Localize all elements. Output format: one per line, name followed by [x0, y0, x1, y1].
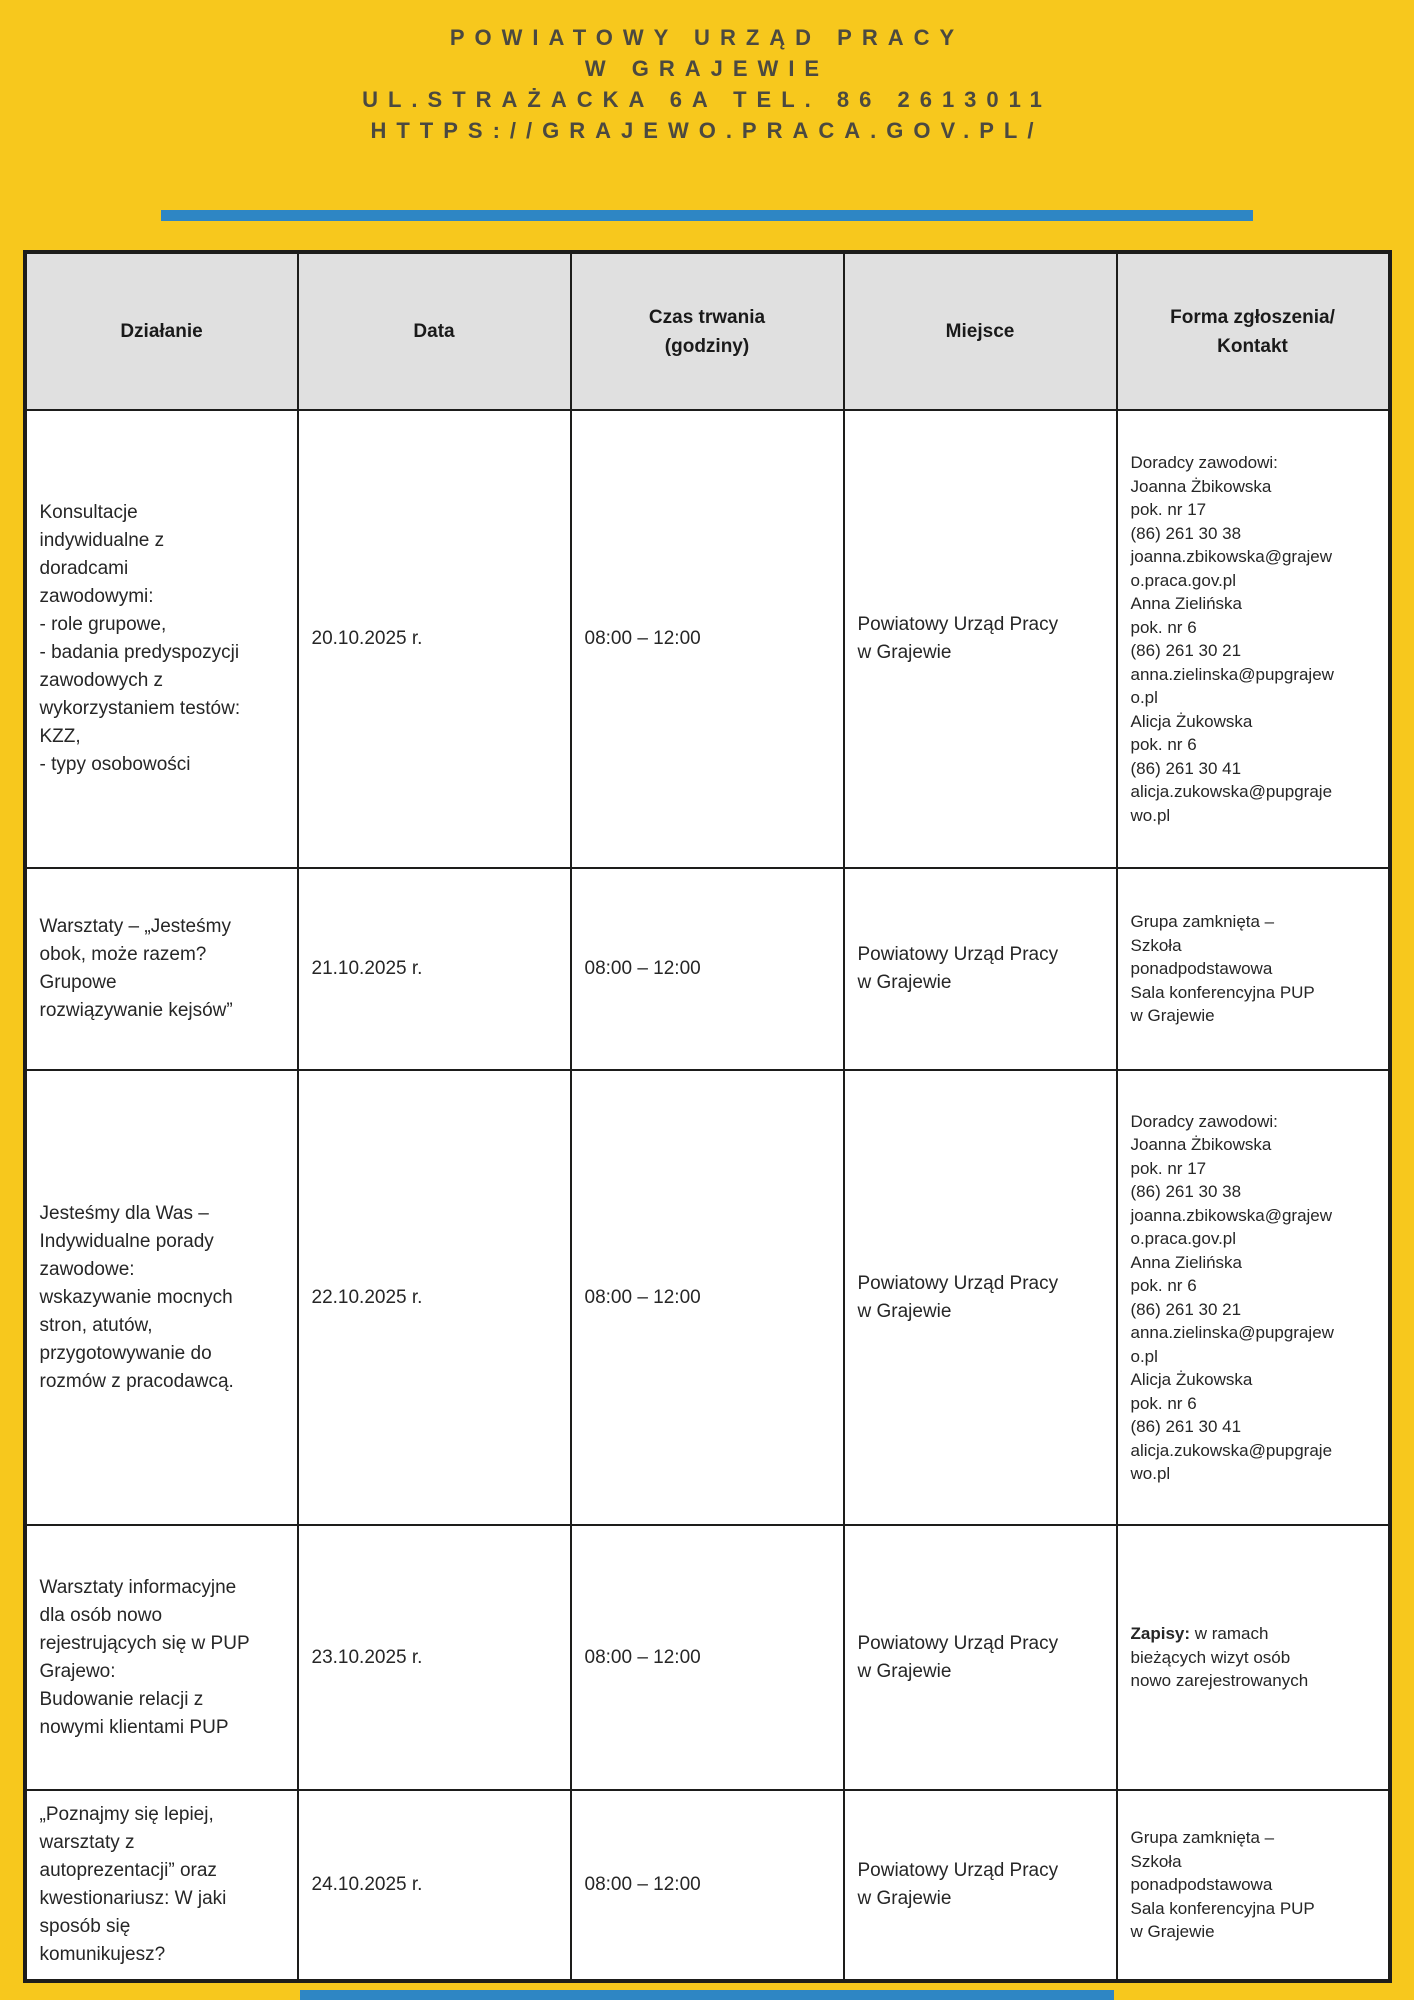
time-cell: 08:00 – 12:00 [569, 1069, 845, 1526]
table-row: Jesteśmy dla Was – Indywidualne porady z… [23, 1069, 1391, 1526]
contact-cell: Grupa zamknięta – Szkoła ponadpodstawowa… [1115, 867, 1391, 1071]
place-cell: Powiatowy Urząd Pracy w Grajewie [842, 1789, 1118, 1982]
place-cell: Powiatowy Urząd Pracy w Grajewie [842, 1069, 1118, 1526]
contact-cell: Doradcy zawodowi: Joanna Żbikowska pok. … [1115, 1069, 1391, 1526]
table-row: „Poznajmy się lepiej, warsztaty z autopr… [23, 1789, 1391, 1982]
activity-cell: Jesteśmy dla Was – Indywidualne porady z… [23, 1069, 299, 1526]
col-header-dzialanie: Działanie [23, 251, 299, 411]
address-phone-line: UL.STRAŻACKA 6A TEL. 86 2613011 [362, 87, 1052, 112]
place-cell: Powiatowy Urząd Pracy w Grajewie [842, 867, 1118, 1071]
date-cell: 20.10.2025 r. [296, 409, 572, 869]
date-cell: 22.10.2025 r. [296, 1069, 572, 1526]
contact-cell: Doradcy zawodowi: Joanna Żbikowska pok. … [1115, 409, 1391, 869]
table-row: Warsztaty informacyjne dla osób nowo rej… [23, 1524, 1391, 1791]
time-cell: 08:00 – 12:00 [569, 867, 845, 1071]
table-row: Warsztaty – „Jesteśmy obok, może razem? … [23, 867, 1391, 1071]
col-header-data: Data [296, 251, 572, 411]
contact-cell: Grupa zamknięta – Szkoła ponadpodstawowa… [1115, 1789, 1391, 1982]
activity-cell: Konsultacje indywidualne z doradcami zaw… [23, 409, 299, 869]
contact-cell: Zapisy: w ramach bieżących wizyt osób no… [1115, 1524, 1391, 1791]
col-header-forma-zgloszenia: Forma zgłoszenia/ Kontakt [1115, 251, 1391, 411]
place-cell: Powiatowy Urząd Pracy w Grajewie [842, 409, 1118, 869]
date-cell: 24.10.2025 r. [296, 1789, 572, 1982]
contact-text: Doradcy zawodowi: Joanna Żbikowska pok. … [1130, 453, 1334, 825]
activity-cell: Warsztaty – „Jesteśmy obok, może razem? … [23, 867, 299, 1071]
bottom-divider-bar [300, 1990, 1114, 2000]
contact-bold-label: Zapisy: [1130, 1624, 1191, 1644]
time-cell: 08:00 – 12:00 [569, 409, 845, 869]
masthead: POWIATOWY URZĄD PRACY W GRAJEWIE UL.STRA… [0, 0, 1414, 146]
time-cell: 08:00 – 12:00 [569, 1789, 845, 1982]
activity-cell: „Poznajmy się lepiej, warsztaty z autopr… [23, 1789, 299, 1982]
top-divider-bar [161, 210, 1253, 221]
org-name-line-1: POWIATOWY URZĄD PRACY [449, 25, 965, 50]
contact-text: Doradcy zawodowi: Joanna Żbikowska pok. … [1130, 1111, 1334, 1484]
schedule-table: Działanie Data Czas trwania (godziny) Mi… [22, 250, 1392, 1983]
col-header-miejsce: Miejsce [842, 251, 1118, 411]
website-url-line: HTTPS://GRAJEWO.PRACA.GOV.PL/ [370, 118, 1044, 143]
date-cell: 23.10.2025 r. [296, 1524, 572, 1791]
org-name-line-2: W GRAJEWIE [584, 56, 830, 81]
table-header-row: Działanie Data Czas trwania (godziny) Mi… [23, 251, 1391, 411]
time-cell: 08:00 – 12:00 [569, 1524, 845, 1791]
date-cell: 21.10.2025 r. [296, 867, 572, 1071]
contact-text: w ramach bieżących wizyt osób nowo zarej… [1130, 1624, 1309, 1691]
activity-cell: Warsztaty informacyjne dla osób nowo rej… [23, 1524, 299, 1791]
place-cell: Powiatowy Urząd Pracy w Grajewie [842, 1524, 1118, 1791]
contact-text: Grupa zamknięta – Szkoła ponadpodstawowa… [1130, 1828, 1315, 1942]
table-row: Konsultacje indywidualne z doradcami zaw… [23, 409, 1391, 869]
contact-text: Grupa zamknięta – Szkoła ponadpodstawowa… [1130, 912, 1315, 1026]
col-header-czas-trwania: Czas trwania (godziny) [569, 251, 845, 411]
